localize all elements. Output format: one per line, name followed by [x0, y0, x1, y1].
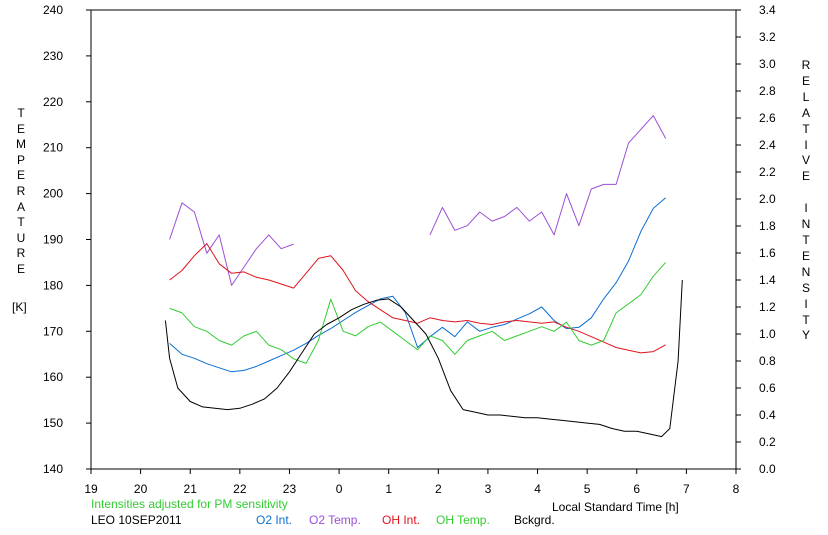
plot-frame [90, 9, 737, 470]
x-tick-label: 21 [184, 482, 198, 496]
series-line-bckgrd [164, 279, 683, 438]
y-right-tick-label: 3.2 [759, 30, 776, 44]
x-tick-label: 23 [283, 482, 297, 496]
y-right-tick-label: 0.8 [759, 354, 776, 368]
y-right-tick-label: 3.0 [759, 57, 776, 71]
y-right-tick-label: 2.4 [759, 138, 776, 152]
legend-item-oh-int: OH Int. [382, 513, 421, 527]
y-right-tick-label: 2.2 [759, 165, 776, 179]
legend-item-oh-temp: OH Temp. [436, 513, 490, 527]
y-left-tick-label: 200 [43, 187, 63, 201]
legend-item-bckgrd: Bckgrd. [514, 513, 555, 527]
x-tick-label: 3 [485, 482, 492, 496]
y-right-tick-label: 3.4 [759, 3, 776, 17]
x-tick-label: 4 [534, 482, 541, 496]
sensitivity-note: Intensities adjusted for PM sensitivity [91, 497, 288, 511]
legend-item-o2-int: O2 Int. [256, 513, 293, 527]
y-right-tick-label: 1.0 [759, 327, 776, 341]
y-right-tick-label: 1.2 [759, 300, 776, 314]
y-right-tick-label: 1.6 [759, 246, 776, 260]
series-line-oh-temp [169, 262, 667, 364]
y-left-tick-label: 180 [43, 278, 63, 292]
x-tick-label: 6 [633, 482, 640, 496]
y-right-tick-label: 1.4 [759, 273, 776, 287]
x-tick-label: 0 [336, 482, 343, 496]
legend-item-o2-temp: O2 Temp. [309, 513, 361, 527]
y-left-tick-label: 230 [43, 49, 63, 63]
y-left-tick-label: 150 [43, 416, 63, 430]
y-left-tick-label: 170 [43, 324, 63, 338]
x-tick-label: 19 [84, 482, 98, 496]
x-tick-label: 2 [435, 482, 442, 496]
y-right-tick-label: 2.8 [759, 84, 776, 98]
y-left-tick-label: 160 [43, 370, 63, 384]
x-tick-label: 22 [233, 482, 247, 496]
x-tick-label: 20 [134, 482, 148, 496]
y-right-tick-label: 2.0 [759, 192, 776, 206]
y-right-tick-label: 0.0 [759, 462, 776, 476]
y-right-tick-label: 0.2 [759, 435, 776, 449]
x-tick-label: 7 [683, 482, 690, 496]
series-line-oh-int [169, 243, 666, 354]
x-tick-label: 8 [733, 482, 740, 496]
series-line-o2-int [169, 197, 667, 373]
y-right-tick-label: 0.6 [759, 381, 776, 395]
x-tick-label: 5 [584, 482, 591, 496]
x-tick-label: 1 [385, 482, 392, 496]
y-left-tick-label: 240 [43, 3, 63, 17]
y-right-tick-label: 1.8 [759, 219, 776, 233]
y-right-tick-label: 0.4 [759, 408, 776, 422]
y-left-tick-label: 190 [43, 233, 63, 247]
y-right-tick-label: 2.6 [759, 111, 776, 125]
series-line-o2-temp [429, 115, 667, 236]
x-axis-title: Local Standard Time [h] [552, 500, 679, 514]
series-line-o2-temp [169, 202, 294, 286]
y-left-tick-label: 220 [43, 95, 63, 109]
y-left-tick-label: 140 [43, 462, 63, 476]
y-axis-left-unit: [K] [12, 300, 27, 314]
station-date-label: LEO 10SEP2011 [91, 513, 182, 527]
y-left-tick-label: 210 [43, 141, 63, 155]
